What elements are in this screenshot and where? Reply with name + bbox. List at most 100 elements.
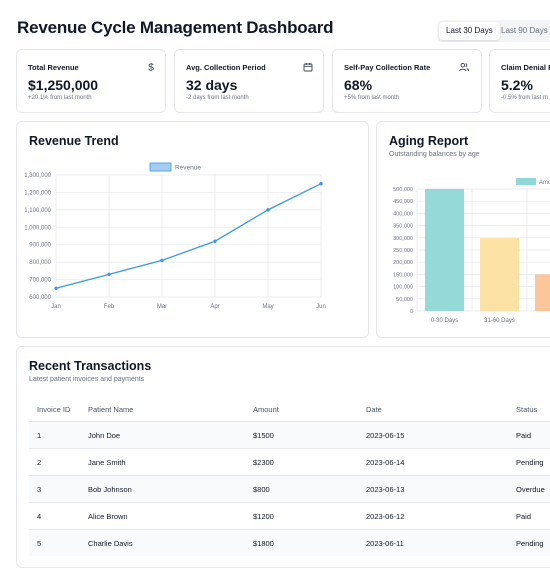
- invoice-id-cell: 2: [37, 458, 42, 467]
- y-tick-label: 300,000: [393, 236, 413, 242]
- table-row[interactable]: 2 Jane Smith $2300 2023-06-14 Pending: [29, 448, 550, 475]
- calendar-icon: [303, 63, 313, 72]
- data-point: [107, 272, 111, 277]
- kpi-value: 68%: [344, 77, 373, 93]
- kpi-change: +20.1% from last month: [28, 95, 92, 101]
- y-tick-label: 900,000: [29, 243, 51, 249]
- y-tick-label: 450,000: [393, 199, 413, 205]
- kpi-card-claim-denial-rate: Claim Denial Ra 5.2% -0.5% from last m: [489, 49, 550, 113]
- page-title: Revenue Cycle Management Dashboard: [17, 18, 334, 37]
- patient-name-cell: Bob Johnson: [88, 485, 132, 494]
- bar-3: [535, 274, 550, 311]
- data-point: [266, 208, 270, 212]
- y-tick-label: 600,000: [29, 295, 51, 301]
- kpi-change: -2 days from last month: [186, 95, 249, 101]
- date-cell: 2023-06-12: [366, 512, 405, 521]
- patient-name-cell: John Doe: [88, 431, 121, 440]
- status-cell: Pending: [516, 539, 544, 548]
- date-cell: 2023-06-14: [366, 458, 405, 467]
- users-icon: [459, 62, 470, 72]
- date-range-tabs: Last 30 Days Last 90 Days: [437, 20, 550, 42]
- status-cell: Paid: [516, 431, 532, 440]
- x-tick-label: Mar: [157, 304, 167, 310]
- table-row[interactable]: 1 John Doe $1500 2023-06-15 Paid: [29, 421, 550, 448]
- y-tick-label: 100,000: [393, 285, 413, 291]
- patient-name-cell: Alice Brown: [88, 512, 128, 521]
- series-line-revenue: [55, 183, 322, 289]
- x-tick-label: Jun: [316, 304, 326, 310]
- data-point: [319, 182, 323, 186]
- legend-label: Revenue: [175, 165, 201, 172]
- data-point: [213, 239, 217, 243]
- column-header-invoice-id: Invoice ID: [37, 405, 71, 414]
- legend-swatch: [516, 178, 536, 185]
- kpi-card-avg-collection-period: Avg. Collection Period 32 days -2 days f…: [174, 49, 324, 113]
- aging-report-chart: 0 50,000 100,000 150,000 200,000 250,000 300,0…: [393, 178, 550, 324]
- kpi-label: Avg. Collection Period: [186, 63, 266, 72]
- table-row[interactable]: 3 Bob Johnson $800 2023-06-13 Overdue: [29, 475, 550, 502]
- legend-swatch: [149, 162, 172, 172]
- table-row[interactable]: 4 Alice Brown $1200 2023-06-12 Paid: [29, 502, 550, 529]
- y-tick-label: 350,000: [393, 224, 413, 230]
- invoice-id-cell: 5: [37, 539, 42, 548]
- data-point: [160, 258, 164, 263]
- revenue-trend-panel: Revenue Trend 600,000 700,000 800,000 900,0…: [16, 121, 369, 338]
- bar-1: [425, 189, 464, 311]
- invoice-id-cell: 4: [37, 512, 42, 521]
- y-tick-label: 1,300,000: [24, 173, 51, 179]
- kpi-label: Self-Pay Collection Rate: [344, 63, 431, 72]
- svg-text:$: $: [148, 63, 154, 74]
- y-tick-label: 1,000,000: [24, 225, 51, 231]
- panel-title: Aging Report: [389, 134, 469, 148]
- amount-cell: $2300: [253, 458, 274, 467]
- y-tick-label: 700,000: [29, 278, 51, 284]
- date-cell: 2023-06-11: [366, 539, 404, 548]
- x-tick-label: Jan: [51, 304, 61, 310]
- data-point: [54, 286, 58, 290]
- x-tick-label: May: [262, 304, 273, 310]
- aging-report-panel: Aging Report Outstanding balances by age…: [376, 121, 550, 338]
- y-tick-label: 0: [410, 309, 413, 315]
- patient-name-cell: Charlie Davis: [88, 539, 133, 548]
- kpi-change: +5% from last month: [344, 95, 400, 101]
- y-tick-label: 1,100,000: [24, 208, 51, 214]
- column-header-patient-name: Patient Name: [88, 405, 134, 414]
- amount-cell: $1500: [253, 431, 274, 440]
- status-cell: Overdue: [516, 485, 545, 494]
- x-tick-label: Feb: [104, 304, 115, 310]
- x-tick-label: 31-60 Days: [484, 318, 515, 324]
- panel-subtitle: Latest patient invoices and payments: [29, 376, 145, 383]
- kpi-value: 32 days: [186, 77, 238, 93]
- kpi-card-total-revenue: Total Revenue $ $1,250,000 +20.1% from l…: [16, 49, 166, 113]
- y-tick-label: 200,000: [393, 260, 413, 266]
- column-header-status: Status: [516, 405, 538, 414]
- amount-cell: $1200: [253, 512, 274, 521]
- patient-name-cell: Jane Smith: [88, 458, 126, 467]
- y-tick-label: 500,000: [393, 187, 413, 193]
- invoice-id-cell: 3: [37, 485, 42, 494]
- amount-cell: $800: [253, 485, 270, 494]
- y-tick-label: 1,200,000: [24, 190, 51, 196]
- x-tick-label: 0-30 Days: [431, 318, 458, 324]
- tab-last-30-days[interactable]: Last 30 Days: [439, 22, 500, 40]
- column-header-amount: Amount: [253, 405, 279, 414]
- y-tick-label: 150,000: [393, 272, 413, 278]
- y-tick-label: 800,000: [29, 260, 51, 266]
- kpi-change: -0.5% from last m: [501, 95, 549, 101]
- y-tick-label: 400,000: [393, 211, 413, 217]
- kpi-value: 5.2%: [501, 77, 533, 93]
- panel-title: Revenue Trend: [29, 134, 119, 148]
- table-row[interactable]: 5 Charlie Davis $1800 2023-06-11 Pending: [29, 529, 550, 556]
- y-tick-label: 250,000: [393, 248, 413, 254]
- tab-last-90-days[interactable]: Last 90 Days: [501, 26, 548, 35]
- dollar-icon: $: [148, 63, 154, 74]
- revenue-trend-chart: 600,000 700,000 800,000 900,000 1,000,000 1,1…: [24, 162, 326, 310]
- kpi-label: Total Revenue: [28, 63, 79, 72]
- status-cell: Paid: [516, 512, 532, 521]
- date-cell: 2023-06-13: [366, 485, 405, 494]
- date-cell: 2023-06-15: [366, 431, 405, 440]
- amount-cell: $1800: [253, 539, 274, 548]
- legend-label: Amo: [539, 180, 550, 186]
- kpi-label: Claim Denial Ra: [501, 63, 550, 72]
- status-cell: Pending: [516, 458, 544, 467]
